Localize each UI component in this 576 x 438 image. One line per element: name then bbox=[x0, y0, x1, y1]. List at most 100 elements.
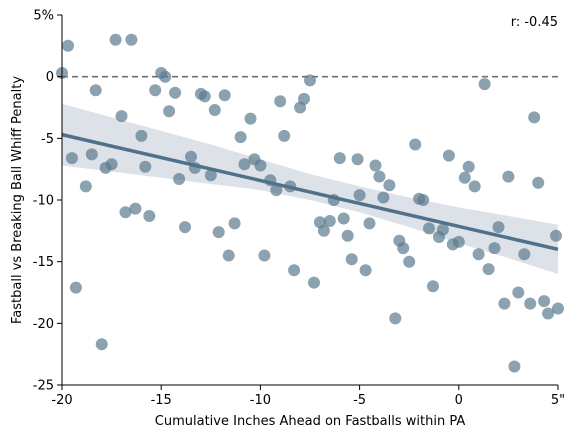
data-point bbox=[423, 222, 435, 235]
plot-area bbox=[56, 33, 564, 373]
data-point bbox=[502, 170, 515, 183]
data-point bbox=[169, 86, 182, 99]
data-point bbox=[317, 224, 330, 237]
x-tick-label: -10 bbox=[250, 393, 271, 408]
data-point bbox=[125, 33, 138, 46]
data-point bbox=[198, 90, 211, 103]
data-point bbox=[436, 223, 449, 236]
data-point bbox=[363, 217, 376, 230]
data-point bbox=[69, 281, 82, 294]
data-point bbox=[258, 249, 271, 262]
correlation-annotation: r: -0.45 bbox=[511, 15, 558, 30]
x-tick-label: -15 bbox=[151, 393, 172, 408]
data-point bbox=[482, 263, 495, 276]
data-point bbox=[341, 229, 354, 242]
data-point bbox=[135, 129, 148, 142]
data-point bbox=[129, 202, 142, 215]
data-point bbox=[462, 160, 475, 173]
data-point bbox=[528, 111, 541, 124]
data-point bbox=[409, 138, 422, 151]
y-tick-label: -25 bbox=[33, 379, 54, 394]
data-point bbox=[442, 149, 455, 162]
data-point bbox=[538, 295, 551, 308]
data-point bbox=[508, 360, 521, 373]
data-point bbox=[492, 221, 505, 234]
data-point bbox=[218, 89, 231, 102]
y-tick-label: -20 bbox=[33, 317, 54, 332]
regression-line bbox=[61, 132, 559, 252]
data-point bbox=[79, 180, 92, 193]
data-point bbox=[512, 286, 525, 299]
data-point bbox=[369, 159, 382, 172]
data-point bbox=[179, 221, 191, 234]
data-point bbox=[452, 235, 465, 248]
y-tick-label: -10 bbox=[33, 194, 54, 209]
data-point bbox=[377, 191, 390, 204]
data-point bbox=[270, 184, 283, 197]
data-point bbox=[468, 180, 481, 193]
x-tick-label: -5 bbox=[353, 393, 366, 408]
data-point bbox=[109, 33, 122, 46]
data-point bbox=[389, 312, 402, 325]
data-point bbox=[173, 173, 186, 185]
data-point bbox=[518, 248, 531, 261]
data-point bbox=[244, 112, 257, 125]
data-point bbox=[550, 229, 562, 242]
data-point bbox=[212, 226, 225, 239]
y-axis-title: Fastball vs Breaking Ball Whiff Penalty bbox=[10, 76, 25, 324]
data-point bbox=[62, 39, 74, 52]
data-point bbox=[89, 84, 102, 97]
data-point bbox=[542, 307, 555, 320]
confidence-band bbox=[62, 103, 558, 274]
data-point bbox=[95, 338, 108, 351]
data-point bbox=[238, 158, 251, 171]
y-tick-label: -5 bbox=[41, 132, 54, 147]
data-point bbox=[323, 215, 336, 227]
x-tick-label: 0 bbox=[455, 393, 463, 408]
y-tick-label: 0 bbox=[46, 70, 54, 85]
data-point bbox=[308, 276, 320, 289]
x-tick-label: -20 bbox=[51, 393, 72, 408]
data-point bbox=[143, 210, 156, 222]
data-point bbox=[163, 105, 176, 118]
data-point bbox=[119, 206, 132, 219]
data-point bbox=[208, 104, 221, 116]
data-point bbox=[278, 129, 291, 142]
y-tick-label: -15 bbox=[33, 255, 54, 270]
data-point bbox=[85, 148, 98, 161]
data-point bbox=[105, 158, 118, 171]
data-point bbox=[458, 171, 471, 184]
data-point bbox=[552, 302, 564, 315]
data-point bbox=[353, 189, 366, 202]
x-tick-label: 5" bbox=[551, 393, 565, 408]
data-point bbox=[427, 280, 439, 293]
x-axis-title: Cumulative Inches Ahead on Fastballs wit… bbox=[155, 414, 466, 429]
data-point bbox=[478, 78, 491, 91]
data-point bbox=[373, 170, 386, 183]
data-point bbox=[304, 74, 316, 87]
data-point bbox=[149, 84, 162, 97]
data-point bbox=[488, 242, 501, 255]
data-point bbox=[159, 70, 172, 83]
data-point bbox=[65, 152, 78, 165]
data-point bbox=[234, 131, 247, 144]
data-point bbox=[222, 249, 235, 262]
data-point bbox=[254, 159, 267, 172]
data-point bbox=[185, 150, 197, 163]
data-point bbox=[333, 152, 346, 165]
data-point bbox=[383, 179, 396, 192]
data-point bbox=[351, 153, 364, 166]
data-point bbox=[498, 297, 511, 310]
data-point bbox=[472, 248, 485, 261]
y-tick-label: 5% bbox=[33, 9, 54, 24]
data-point bbox=[204, 169, 217, 182]
data-point bbox=[298, 92, 310, 105]
data-point bbox=[524, 297, 537, 310]
data-point bbox=[417, 194, 430, 206]
data-point bbox=[403, 255, 416, 268]
data-point bbox=[359, 264, 372, 277]
data-point bbox=[288, 264, 301, 277]
data-point bbox=[337, 212, 350, 225]
data-point bbox=[345, 253, 358, 266]
